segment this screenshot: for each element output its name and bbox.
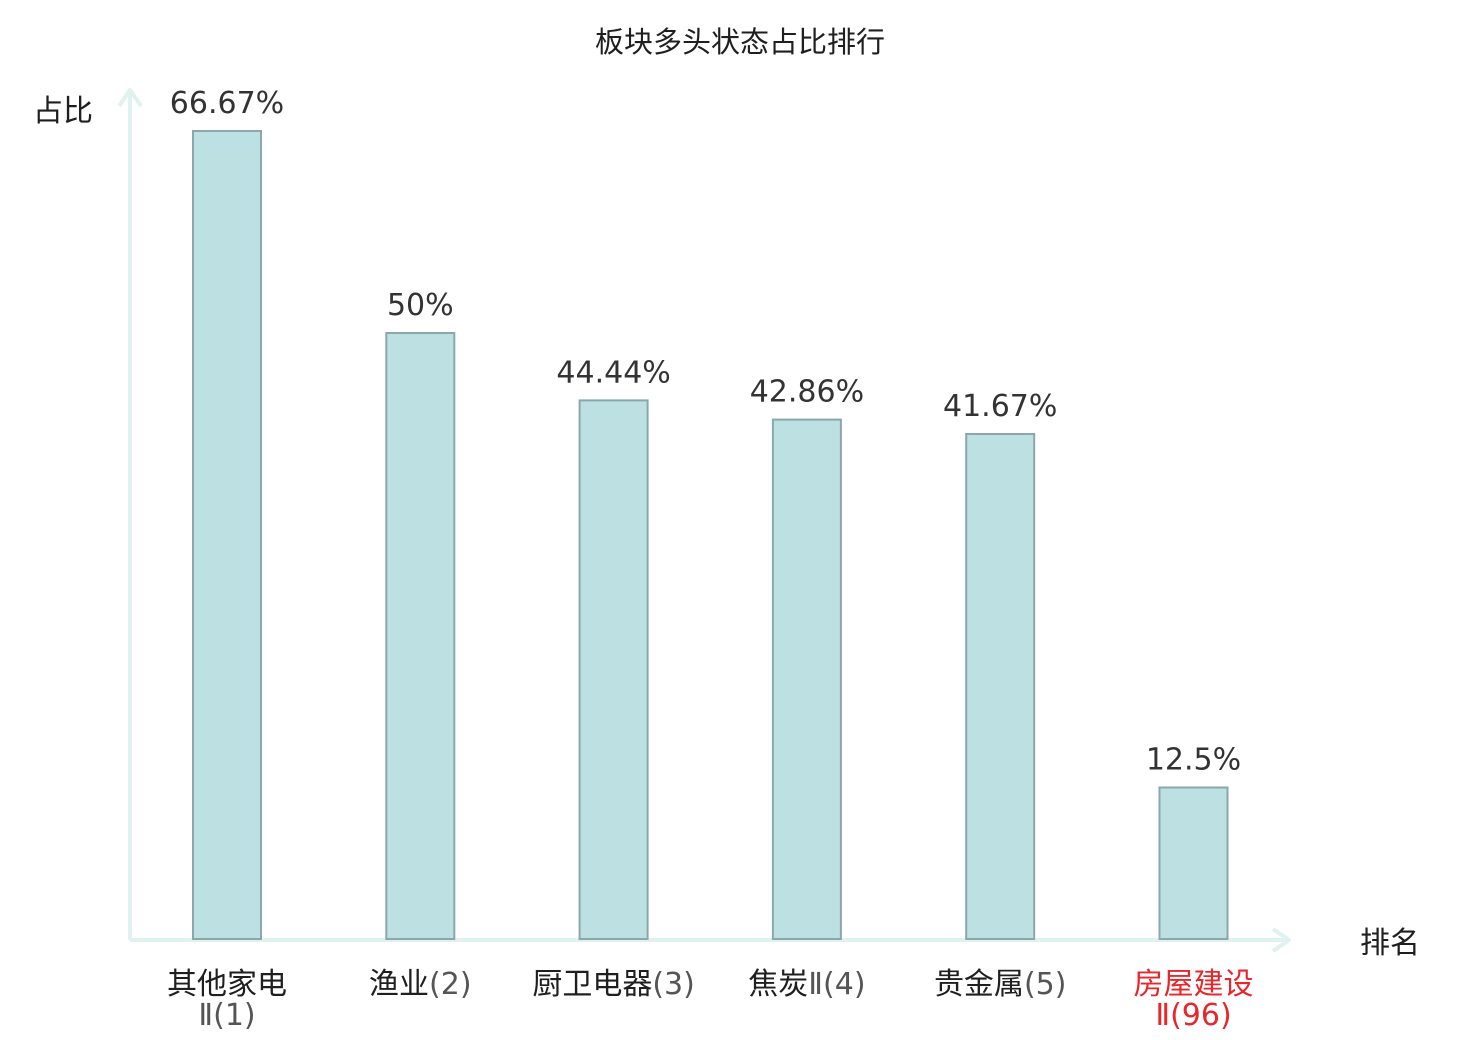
bar-1 (192, 130, 262, 940)
bar-4 (771, 418, 842, 941)
data-label-6: 12.5% (1146, 743, 1241, 778)
data-label-4: 42.86% (750, 375, 864, 410)
bar-3 (578, 399, 649, 940)
x-axis-label: 排名 (1360, 926, 1420, 961)
data-label-3: 44.44% (556, 355, 670, 390)
data-label-5: 41.67% (943, 389, 1057, 424)
category-label-3: 厨卫电器(3) (532, 967, 695, 1002)
chart-title: 板块多头状态占比排行 (595, 25, 885, 59)
category-label-1: 其他家电 (167, 967, 287, 1002)
bar-2 (385, 332, 456, 940)
y-axis-arrow (117, 88, 143, 108)
category-label-2: 渔业(2) (369, 967, 472, 1002)
category-label-6: 房屋建设 (1134, 967, 1254, 1002)
category-rank-6: Ⅱ(96) (1155, 998, 1231, 1033)
bar-5 (965, 433, 1036, 940)
bar-6 (1158, 786, 1229, 940)
data-label-2: 50% (387, 288, 454, 323)
category-rank-1: Ⅱ(1) (198, 998, 255, 1033)
category-label-5: 贵金属(5) (934, 967, 1066, 1002)
data-label-1: 66.67% (170, 86, 284, 121)
y-axis-label: 占比 (33, 94, 93, 129)
category-label-4: 焦炭Ⅱ(4) (748, 967, 865, 1002)
x-axis-arrow (1271, 927, 1291, 953)
